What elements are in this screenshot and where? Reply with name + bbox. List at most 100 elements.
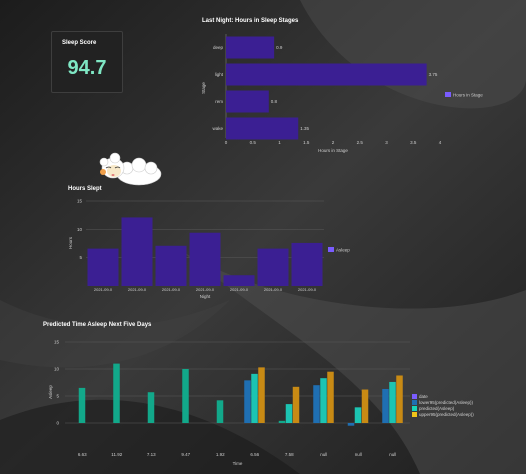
hours-bar <box>121 217 153 286</box>
predicted-bar <box>78 387 86 423</box>
hours-x-tick: 2021-09-0 <box>162 287 181 292</box>
predicted-bar <box>244 380 251 423</box>
stages-x-tick: 3 <box>385 140 388 145</box>
hours-chart: 15 10 5 2021-09-0 2021-09-0 2021-09-0 2021-09-… <box>68 199 350 300</box>
predicted-x-tick: 7.58 <box>285 452 294 457</box>
predicted-bar <box>147 392 155 423</box>
stages-bar <box>226 36 275 59</box>
sleeping-sheep-illustration <box>99 152 162 186</box>
predicted-bar <box>216 400 224 423</box>
stages-category-label: light <box>215 72 224 77</box>
predicted-bar <box>258 367 265 423</box>
stages-bar <box>226 117 299 140</box>
stages-bar <box>226 63 427 86</box>
hours-y-tick: 5 <box>79 255 82 260</box>
predicted-y-label: Asleep <box>48 385 53 399</box>
hours-x-tick: 2021-09-0 <box>230 287 249 292</box>
stages-category-label: wake <box>212 126 223 131</box>
predicted-bar <box>292 386 300 423</box>
predicted-y-tick: 15 <box>54 340 60 345</box>
hours-bar <box>291 242 323 286</box>
hours-x-tick: 2021-09-0 <box>264 287 283 292</box>
predicted-x-label: Time <box>233 461 243 466</box>
stages-x-tick: 0 <box>225 140 228 145</box>
hours-bar <box>257 248 289 286</box>
hours-bar <box>223 275 255 286</box>
predicted-x-tick: 11.92 <box>111 452 122 457</box>
stages-x-tick: 2 <box>332 140 335 145</box>
predicted-bar <box>327 371 334 423</box>
stages-x-tick: 3.5 <box>410 140 417 145</box>
predicted-legend-swatch <box>412 400 417 405</box>
sleep-score-title: Sleep Score <box>62 40 97 46</box>
stages-value-label: 3.75 <box>429 72 438 77</box>
hours-x-tick: 2021-09-0 <box>196 287 215 292</box>
hours-legend-label: Asleep <box>336 248 350 253</box>
stages-legend-label: Hours in Stage <box>453 93 483 98</box>
stages-x-tick: 2.5 <box>357 140 364 145</box>
predicted-x-tick: 7.13 <box>147 452 156 457</box>
stages-value-label: 1.35 <box>300 126 309 131</box>
predicted-x-tick: null <box>389 452 396 457</box>
stages-value-label: 0.9 <box>276 45 283 50</box>
predicted-bar <box>320 378 327 423</box>
sleep-score-card: Sleep Score 94.7 <box>51 31 123 93</box>
predicted-chart: 15 10 5 0 6.63 11.92 7.13 9.47 1.92 6.56 7.58 null n… <box>48 340 474 467</box>
stages-value-label: 0.8 <box>271 99 278 104</box>
hours-x-tick: 2021-09-0 <box>94 287 113 292</box>
hours-chart-title: Hours Slept <box>68 186 102 192</box>
predicted-bar <box>251 373 258 423</box>
hours-y-tick: 10 <box>77 227 83 232</box>
predicted-bar <box>113 363 120 423</box>
hours-bar <box>155 245 187 286</box>
hours-x-tick: 2021-09-0 <box>128 287 147 292</box>
stages-x-tick: 1.5 <box>303 140 310 145</box>
stages-x-tick: 1 <box>278 140 281 145</box>
predicted-y-tick: 10 <box>54 367 60 372</box>
predicted-y-tick: 5 <box>56 394 59 399</box>
predicted-legend-swatch <box>412 394 417 399</box>
hours-y-label: Hours <box>68 236 73 249</box>
hours-bar <box>189 232 221 286</box>
predicted-x-tick: 9.47 <box>181 452 190 457</box>
hours-x-tick: 2021-09-0 <box>298 287 317 292</box>
stages-category-label: deep <box>213 45 224 50</box>
predicted-legend-swatch <box>412 406 417 411</box>
hours-bar <box>87 248 119 286</box>
predicted-legend-swatch <box>412 412 417 417</box>
predicted-bar <box>396 375 403 423</box>
stages-legend-swatch <box>445 92 451 97</box>
stages-bar <box>226 90 269 113</box>
predicted-bar <box>382 388 389 423</box>
predicted-bar <box>285 404 293 423</box>
predicted-legend-label: predicted(Asleep) <box>419 406 455 411</box>
stages-y-label: Stage <box>201 82 206 94</box>
predicted-bar <box>389 381 396 423</box>
predicted-x-tick: null <box>355 452 362 457</box>
stages-chart: 0 0.5 1 1.5 2 2.5 3 3.5 4 deep 0.9 light 3.75 rem 0.8 w… <box>201 34 483 153</box>
stages-category-label: rem <box>215 99 223 104</box>
predicted-bar <box>361 389 369 423</box>
predicted-x-tick: 1.92 <box>216 452 225 457</box>
predicted-bar <box>313 385 320 423</box>
stages-x-tick: 0.5 <box>250 140 257 145</box>
hours-legend-swatch <box>328 247 334 252</box>
stages-x-tick: 4 <box>439 140 442 145</box>
predicted-x-tick: null <box>320 452 327 457</box>
predicted-legend-label: lower95(predicted(Asleep)) <box>419 400 474 405</box>
stages-chart-title: Last Night: Hours in Sleep Stages <box>202 18 299 24</box>
predicted-bar <box>278 420 286 423</box>
predicted-y-tick: 0 <box>56 421 59 426</box>
predicted-bar <box>354 407 362 423</box>
predicted-legend-label: date <box>419 394 428 399</box>
hours-y-tick: 15 <box>77 199 83 204</box>
predicted-bar <box>182 369 189 423</box>
hours-x-label: Night <box>200 294 211 299</box>
sleep-score-value: 94.7 <box>67 57 107 79</box>
predicted-chart-title: Predicted Time Asleep Next Five Days <box>43 322 152 328</box>
predicted-legend-label: upper95(predicted(Asleep)) <box>419 412 474 417</box>
predicted-x-tick: 6.63 <box>78 452 87 457</box>
predicted-bar <box>347 423 355 426</box>
predicted-x-tick: 6.56 <box>250 452 259 457</box>
stages-x-label: Hours in Stage <box>318 148 348 153</box>
